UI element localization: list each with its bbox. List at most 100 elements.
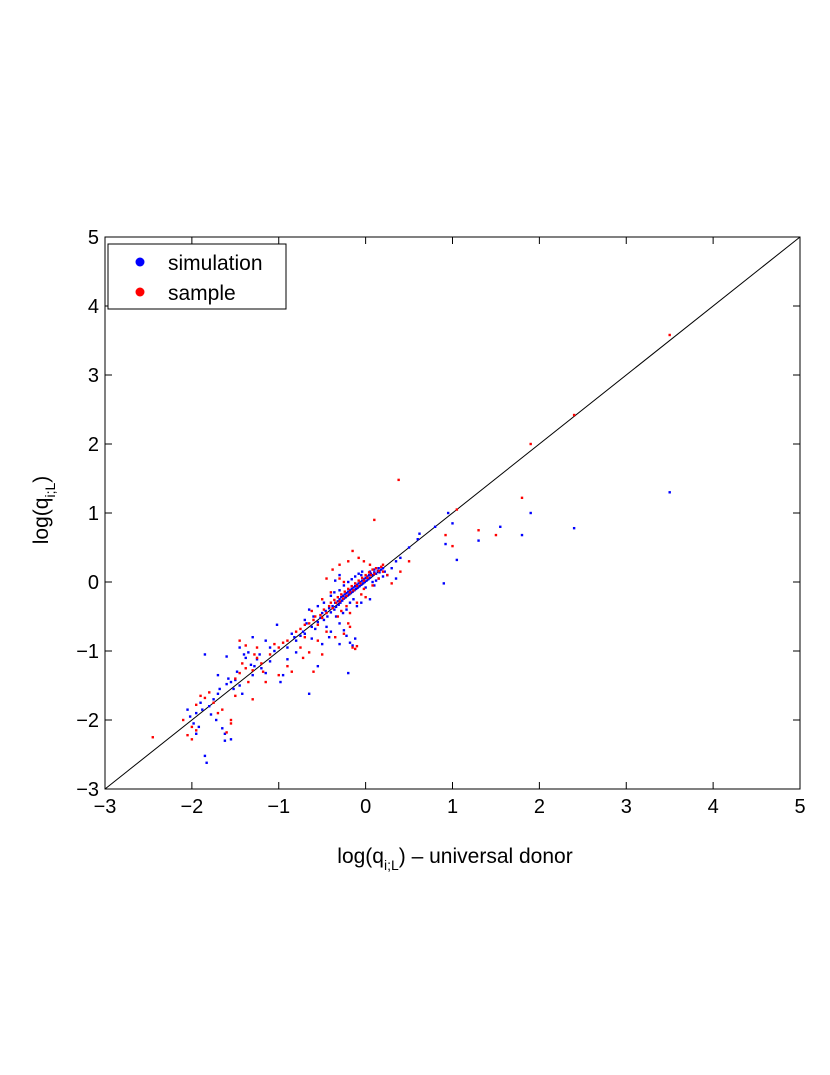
point-sample xyxy=(354,582,357,585)
point-simulation xyxy=(354,575,357,578)
point-sample xyxy=(338,577,341,580)
point-simulation xyxy=(253,664,256,668)
point-simulation xyxy=(358,584,361,588)
point-simulation xyxy=(301,630,305,633)
point-simulation xyxy=(352,586,355,589)
point-simulation xyxy=(373,568,376,571)
point-simulation xyxy=(347,590,350,593)
point-sample xyxy=(195,729,198,732)
point-simulation xyxy=(326,615,329,618)
point-simulation xyxy=(310,637,313,640)
point-sample xyxy=(277,646,280,649)
point-sample xyxy=(351,549,354,553)
point-sample xyxy=(377,577,380,580)
point-sample xyxy=(331,568,334,571)
point-sample xyxy=(264,680,267,684)
point-sample xyxy=(371,568,374,571)
point-sample xyxy=(301,656,305,660)
point-simulation xyxy=(221,727,224,730)
ticks-layer: −3 −2 −1 0 1 2 3 4 5 −3 −2 −1 0 1 2 3 4 5 xyxy=(76,227,805,818)
point-simulation xyxy=(341,594,345,597)
point-sample xyxy=(381,570,385,573)
y-tick-label: 0 xyxy=(88,572,99,594)
point-simulation xyxy=(357,582,360,585)
point-sample xyxy=(355,644,359,648)
x-tick-label: 4 xyxy=(708,796,719,818)
point-simulation xyxy=(343,593,346,596)
point-simulation xyxy=(338,622,341,625)
point-simulation xyxy=(260,667,263,670)
point-sample xyxy=(451,544,454,548)
point-simulation xyxy=(371,580,374,584)
point-simulation xyxy=(322,601,326,604)
point-simulation xyxy=(258,653,261,656)
point-simulation xyxy=(342,629,346,632)
point-simulation xyxy=(329,611,333,614)
point-sample xyxy=(199,694,202,698)
x-tick-label: 5 xyxy=(794,796,805,818)
point-simulation xyxy=(364,586,367,589)
point-sample xyxy=(380,565,383,569)
point-simulation xyxy=(399,556,402,560)
point-simulation xyxy=(316,604,320,608)
point-sample xyxy=(377,569,380,573)
point-sample xyxy=(251,669,254,672)
x-axis-label: log(qi;L) – universal donor xyxy=(337,845,572,873)
point-simulation xyxy=(339,601,342,604)
point-sample xyxy=(244,644,247,647)
point-sample xyxy=(368,563,372,566)
legend-label-simulation: simulation xyxy=(168,252,263,275)
point-simulation xyxy=(342,584,346,587)
point-simulation xyxy=(357,572,360,575)
y-tick-label: 1 xyxy=(88,503,99,525)
point-sample xyxy=(310,609,313,613)
point-simulation xyxy=(307,692,311,695)
point-simulation xyxy=(347,580,350,584)
point-sample xyxy=(347,587,350,591)
point-simulation xyxy=(368,598,372,601)
point-simulation xyxy=(310,625,313,629)
point-simulation xyxy=(348,589,352,592)
point-simulation xyxy=(235,670,239,673)
point-simulation xyxy=(368,576,372,580)
point-simulation xyxy=(195,711,198,715)
point-sample xyxy=(336,615,340,618)
point-simulation xyxy=(336,600,340,603)
point-simulation xyxy=(348,641,352,644)
point-sample xyxy=(444,533,447,537)
point-sample xyxy=(342,580,346,584)
point-simulation xyxy=(365,579,368,582)
point-simulation xyxy=(354,587,358,591)
point-simulation xyxy=(218,687,221,691)
point-simulation xyxy=(354,637,357,640)
point-sample xyxy=(455,508,459,511)
point-simulation xyxy=(418,532,421,535)
point-simulation xyxy=(367,573,371,577)
point-sample xyxy=(307,651,311,654)
y-tick-label: 4 xyxy=(88,296,99,318)
point-sample xyxy=(341,597,345,600)
point-simulation xyxy=(347,593,351,596)
point-simulation xyxy=(394,577,398,580)
point-sample xyxy=(520,496,524,500)
point-simulation xyxy=(268,660,272,663)
x-tick-label: −1 xyxy=(267,796,290,818)
point-sample xyxy=(290,670,293,673)
point-simulation xyxy=(347,671,350,675)
point-sample xyxy=(320,616,324,620)
point-simulation xyxy=(319,616,322,620)
point-sample xyxy=(312,670,315,673)
point-simulation xyxy=(197,725,201,729)
point-simulation xyxy=(345,591,348,595)
point-simulation xyxy=(455,558,459,562)
legend-label-sample: sample xyxy=(168,282,236,305)
point-simulation xyxy=(374,579,378,582)
point-sample xyxy=(212,701,215,704)
point-sample xyxy=(373,572,376,575)
point-simulation xyxy=(223,732,227,735)
point-simulation xyxy=(203,653,207,656)
legend-box xyxy=(107,243,287,310)
point-sample xyxy=(286,639,289,642)
point-sample xyxy=(329,601,333,604)
point-sample xyxy=(234,694,237,698)
